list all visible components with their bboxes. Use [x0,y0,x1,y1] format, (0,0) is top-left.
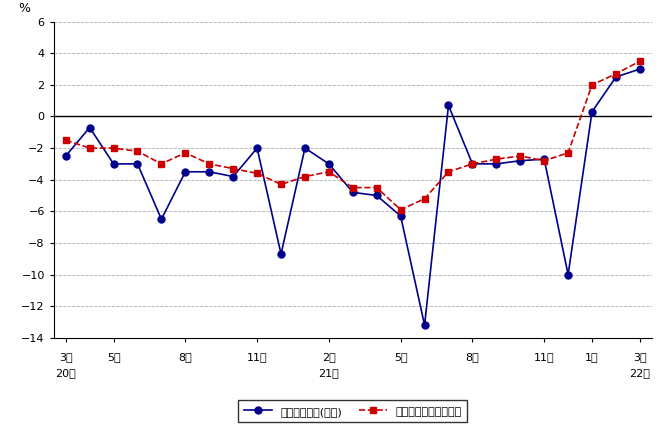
現金給与総額(名目) [540,157,548,162]
Text: 2月: 2月 [322,352,336,362]
Text: 8月: 8月 [466,352,479,362]
Line: きまって支給する給与: きまって支給する給与 [62,58,643,213]
Text: 8月: 8月 [179,352,192,362]
現金給与総額(名目) [301,145,309,151]
きまって支給する給与 [205,161,213,166]
Text: 3月: 3月 [633,352,646,362]
きまって支給する給与 [325,169,333,174]
きまって支給する給与 [301,174,309,179]
きまって支給する給与 [588,82,596,87]
きまって支給する給与 [468,161,476,166]
きまって支給する給与 [396,207,405,212]
Legend: 現金給与総額(名目), きまって支給する給与: 現金給与総額(名目), きまって支給する給与 [239,400,467,422]
Text: 22年: 22年 [630,368,650,378]
きまって支給する給与 [181,150,190,155]
現金給与総額(名目) [181,169,190,174]
現金給与総額(名目) [516,158,524,163]
現金給与総額(名目) [493,161,501,166]
きまって支給する給与 [349,185,357,190]
きまって支給する給与 [516,153,524,158]
きまって支給する給与 [110,145,118,151]
Text: 11月: 11月 [534,352,554,362]
きまって支給する給与 [540,158,548,163]
現金給与総額(名目) [253,145,261,151]
Text: 20年: 20年 [55,368,76,378]
きまって支給する給与 [493,157,501,162]
現金給与総額(名目) [636,66,644,71]
Text: 1月: 1月 [585,352,599,362]
きまって支給する給与 [421,196,429,201]
現金給与総額(名目) [421,323,429,328]
現金給与総額(名目) [468,161,476,166]
現金給与総額(名目) [277,252,285,257]
Text: 5月: 5月 [107,352,120,362]
きまって支給する給与 [134,149,142,154]
Line: 現金給与総額(名目): 現金給与総額(名目) [62,65,643,329]
現金給与総額(名目) [205,169,213,174]
Text: %: % [18,2,30,15]
Text: 21年: 21年 [319,368,339,378]
現金給与総額(名目) [612,74,620,80]
現金給与総額(名目) [373,193,381,198]
現金給与総額(名目) [444,103,452,108]
きまって支給する給与 [636,58,644,64]
現金給与総額(名目) [396,213,405,219]
Text: 5月: 5月 [394,352,407,362]
きまって支給する給与 [229,166,237,171]
きまって支給する給与 [85,145,93,151]
現金給与総額(名目) [349,190,357,195]
きまって支給する給与 [564,150,572,155]
現金給与総額(名目) [229,174,237,179]
Text: 11月: 11月 [247,352,267,362]
きまって支給する給与 [277,182,285,187]
現金給与総額(名目) [85,125,93,130]
現金給与総額(名目) [588,109,596,114]
きまって支給する給与 [253,171,261,176]
きまって支給する給与 [373,185,381,190]
現金給与総額(名目) [134,161,142,166]
現金給与総額(名目) [157,216,165,222]
現金給与総額(名目) [62,153,70,158]
きまって支給する給与 [612,71,620,76]
現金給与総額(名目) [564,272,572,277]
現金給与総額(名目) [110,161,118,166]
現金給与総額(名目) [325,161,333,166]
きまって支給する給与 [157,161,165,166]
きまって支給する給与 [62,138,70,143]
Text: 3月: 3月 [59,352,73,362]
きまって支給する給与 [444,169,452,174]
